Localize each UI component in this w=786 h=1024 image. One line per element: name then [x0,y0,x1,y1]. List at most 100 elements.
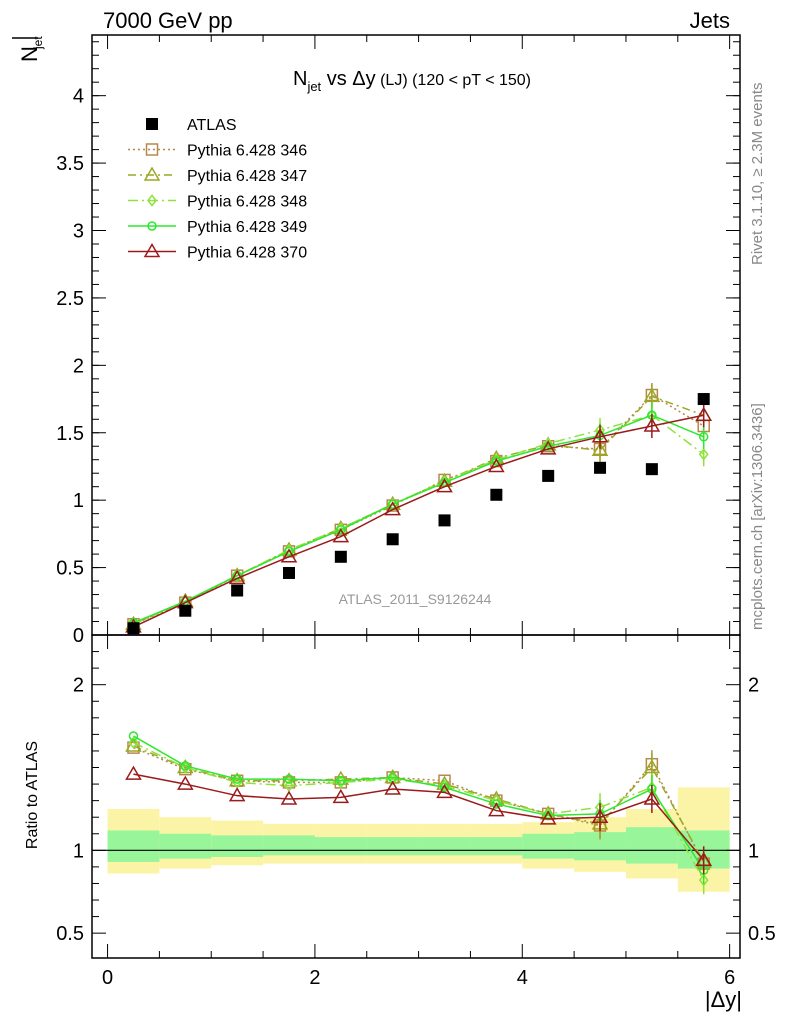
atlas-data-point [334,550,347,563]
uncertainty-band-inner [366,837,419,856]
data-point [488,449,505,465]
atlas-data-point [386,533,399,546]
y-tick-label: 1 [73,490,84,512]
data-point [591,428,609,443]
atlas-data-point [697,393,710,406]
series-line [133,394,705,625]
ratio-data-point [436,783,453,799]
ratio-panel: 0.5 0.5 1 1 2 2 0 2 4 6 [56,634,776,989]
y-tick-label: 2 [73,355,84,377]
uncertainty-band-inner [263,835,315,856]
title-range: (120 < pT < 150) [408,72,531,89]
ratio-data-point [591,808,609,823]
y-tick-label: 4 [73,86,84,108]
y-tick-label: 0 [73,625,84,647]
ratio-frame [91,634,741,959]
chart-title: Njet vs Δy (LJ) (120 < pT < 150) [293,68,531,94]
atlas-data-point [438,514,451,527]
process-label: Jets [690,8,730,33]
y-tick-label: 0.5 [56,558,84,580]
data-point [336,525,346,535]
atlas-data-point [127,622,140,635]
x-tick-label: 4 [517,967,528,989]
data-point [284,546,294,557]
ratio-data-point [232,774,242,784]
ratio-data-point [128,736,139,749]
y-tick-label-right: 0.5 [748,923,776,945]
rivet-label: Rivet 3.1.10, ≥ 2.3M events [749,83,766,266]
uncertainty-band-inner [418,837,471,856]
atlas-data-point [231,584,244,597]
atlas-data-point [594,461,607,474]
title-lj: (LJ) [376,72,408,89]
data-point [698,432,709,442]
ratio-series-line [133,746,705,864]
y-tick-label: 3 [73,221,84,243]
data-point [228,569,246,585]
ratio-data-point [643,759,661,774]
legend-marker [143,166,161,181]
ratio-series-line [133,735,705,871]
ratio-data-point [643,790,661,805]
ratio-series-line [133,741,705,881]
legend-entry: Pythia 6.428 347 [187,168,307,185]
ratio-data-point [698,873,709,887]
data-point [698,448,709,461]
title-vs: vs [321,68,352,90]
ratio-data-point [436,775,453,790]
top-panel: 0 0.5 1 1.5 2 2.5 3 3.5 4 ATLAS Pythia 6.428 346 Py… [56,34,741,647]
data-point [436,478,453,493]
x-tick-label: 6 [724,967,735,989]
data-point [591,441,609,457]
title-jet-subscript: jet [306,79,321,94]
ratio-data-point [284,774,294,784]
atlas-data-point [282,566,295,579]
atlas-data-point [542,469,555,482]
title-dy: Δy [352,68,375,90]
data-point [643,417,661,432]
uncertainty-band-inner [522,833,575,859]
uncertainty-band-inner [159,833,212,859]
ratio-data-point [177,775,194,790]
data-point [280,548,298,563]
data-point [491,456,502,466]
y-tick-label: 2.5 [56,288,84,310]
y-tick-label: 1 [73,840,84,862]
legend-marker [143,243,161,258]
uncertainty-band-inner [470,837,523,856]
y-tick-label-right: 1 [748,840,759,862]
ratio-data-point [491,794,502,807]
legend-entry: Pythia 6.428 348 [187,194,307,211]
y-tick-label: 2 [73,675,84,697]
y-tick-label: 3.5 [56,153,84,175]
top-ylabel-n: N [17,46,42,62]
data-point [695,406,713,421]
mcplots-label: mcplots.cern.ch [arXiv:1306.3436] [749,403,766,630]
legend-entry: ATLAS [187,117,237,134]
ratio-data-point [332,788,350,804]
ratio-data-point [125,765,142,780]
ratio-data-point [336,776,346,786]
watermark-label: ATLAS_2011_S9126244 [339,591,492,607]
atlas-data-point [490,488,503,501]
ratio-data-point [228,787,246,802]
ratio-data-point [128,731,139,741]
ratio-data-point [491,799,502,809]
ratio-data-point [439,782,450,793]
legend-entry: Pythia 6.428 349 [187,219,307,236]
series-line [133,395,704,625]
legend-marker [147,221,157,231]
data-point [384,501,401,516]
data-point [539,440,557,455]
ratio-series-line [133,773,705,861]
ratio-data-point [695,851,713,867]
title-n: N [293,68,307,90]
x-tick-label: 2 [309,967,320,989]
legend-entry: Pythia 6.428 346 [187,143,307,160]
y-tick-label: 0.5 [56,923,84,945]
ratio-data-point [539,810,557,825]
data-point [387,499,398,509]
energy-label: 7000 GeV pp [103,8,233,33]
ratio-data-point [488,802,505,817]
